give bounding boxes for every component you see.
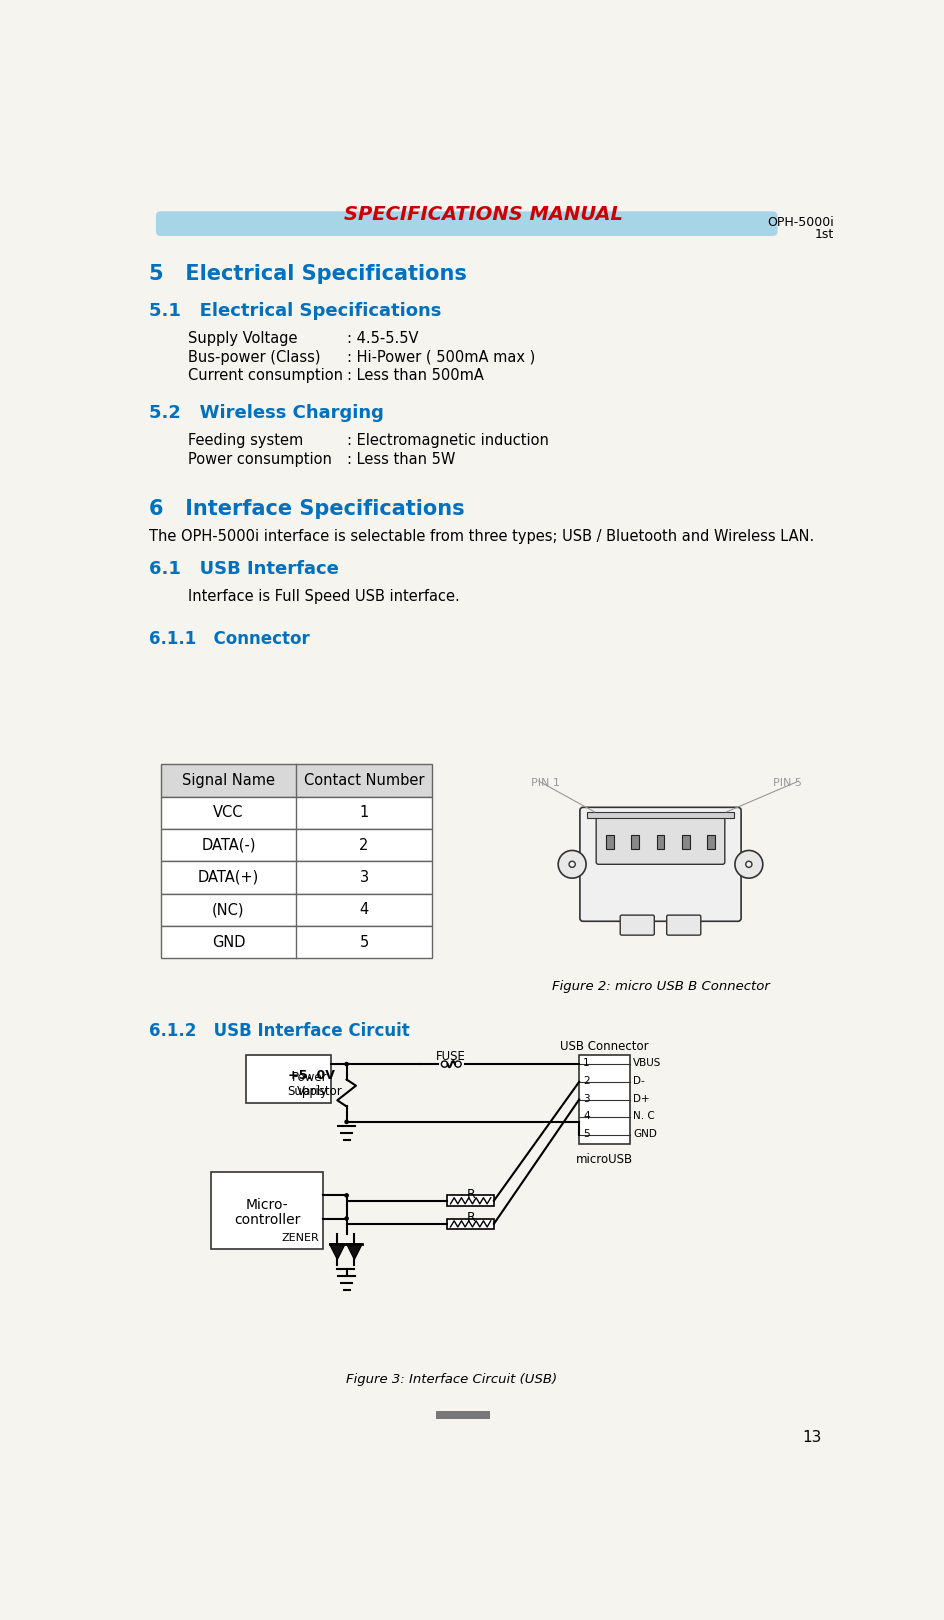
Text: 6.1   USB Interface: 6.1 USB Interface xyxy=(149,561,339,578)
Text: PIN 5: PIN 5 xyxy=(773,778,801,787)
Text: SPECIFICATIONS MANUAL: SPECIFICATIONS MANUAL xyxy=(345,206,623,224)
Bar xyxy=(160,765,431,797)
Text: controller: controller xyxy=(234,1213,300,1226)
Text: Interface is Full Speed USB interface.: Interface is Full Speed USB interface. xyxy=(188,590,460,604)
Bar xyxy=(160,829,431,862)
Text: N. C: N. C xyxy=(633,1111,655,1121)
Bar xyxy=(682,834,689,849)
Text: +5. 0V: +5. 0V xyxy=(289,1069,335,1082)
Text: 13: 13 xyxy=(802,1430,821,1445)
Text: D+: D+ xyxy=(633,1094,650,1103)
FancyBboxPatch shape xyxy=(620,915,654,935)
Text: 1st: 1st xyxy=(815,228,834,241)
Ellipse shape xyxy=(442,1061,447,1068)
Ellipse shape xyxy=(345,1061,349,1066)
Text: USB Connector: USB Connector xyxy=(560,1040,649,1053)
Text: Figure 3: Interface Circuit (USB): Figure 3: Interface Circuit (USB) xyxy=(346,1372,557,1385)
Ellipse shape xyxy=(345,1217,349,1221)
Text: PIN 1: PIN 1 xyxy=(531,778,560,787)
Text: R: R xyxy=(466,1210,475,1223)
FancyBboxPatch shape xyxy=(580,807,741,922)
Text: Supply: Supply xyxy=(287,1084,328,1097)
Text: 6.1.2   USB Interface Circuit: 6.1.2 USB Interface Circuit xyxy=(149,1022,410,1040)
Text: Signal Name: Signal Name xyxy=(182,773,275,787)
Text: DATA(+): DATA(+) xyxy=(198,870,259,885)
Text: : Electromagnetic induction: : Electromagnetic induction xyxy=(346,433,548,449)
Text: microUSB: microUSB xyxy=(576,1153,632,1166)
Bar xyxy=(606,834,614,849)
Text: FUSE: FUSE xyxy=(436,1050,466,1063)
Bar xyxy=(657,834,665,849)
Text: Feeding system: Feeding system xyxy=(188,433,303,449)
Bar xyxy=(587,812,734,818)
Ellipse shape xyxy=(734,850,763,878)
Text: 5   Electrical Specifications: 5 Electrical Specifications xyxy=(149,264,467,284)
Text: Figure 2: micro USB B Connector: Figure 2: micro USB B Connector xyxy=(551,980,769,993)
Bar xyxy=(707,834,715,849)
FancyBboxPatch shape xyxy=(156,211,778,237)
Text: Current consumption: Current consumption xyxy=(188,368,343,384)
Text: The OPH-5000i interface is selectable from three types; USB / Bluetooth and Wire: The OPH-5000i interface is selectable fr… xyxy=(149,530,815,544)
Text: 1: 1 xyxy=(360,805,369,820)
Text: Micro-: Micro- xyxy=(245,1197,289,1212)
Text: : 4.5-5.5V: : 4.5-5.5V xyxy=(346,332,418,347)
Bar xyxy=(632,834,639,849)
Text: 2: 2 xyxy=(360,838,369,852)
Ellipse shape xyxy=(345,1119,349,1124)
Text: OPH-5000i: OPH-5000i xyxy=(767,215,834,228)
Ellipse shape xyxy=(558,850,586,878)
Bar xyxy=(160,894,431,927)
Text: (NC): (NC) xyxy=(212,902,244,917)
Text: 4: 4 xyxy=(583,1111,590,1121)
Text: 5: 5 xyxy=(583,1129,590,1139)
Bar xyxy=(160,927,431,959)
Bar xyxy=(436,1411,490,1419)
Text: D-: D- xyxy=(633,1076,645,1085)
Bar xyxy=(245,1055,331,1103)
Text: : Hi-Power ( 500mA max ): : Hi-Power ( 500mA max ) xyxy=(346,350,535,364)
Text: 5.2   Wireless Charging: 5.2 Wireless Charging xyxy=(149,403,384,421)
Text: Contact Number: Contact Number xyxy=(304,773,424,787)
Bar xyxy=(160,797,431,829)
Bar xyxy=(447,1196,494,1207)
Polygon shape xyxy=(346,1244,362,1259)
Text: 6   Interface Specifications: 6 Interface Specifications xyxy=(149,499,464,518)
Text: 5.1   Electrical Specifications: 5.1 Electrical Specifications xyxy=(149,303,442,321)
Text: 6.1.1   Connector: 6.1.1 Connector xyxy=(149,630,310,648)
Text: Supply Voltage: Supply Voltage xyxy=(188,332,297,347)
Polygon shape xyxy=(329,1244,346,1259)
Ellipse shape xyxy=(345,1192,349,1197)
Text: VBUS: VBUS xyxy=(633,1058,662,1068)
Text: GND: GND xyxy=(211,935,245,949)
Bar xyxy=(160,862,431,894)
Text: : Less than 500mA: : Less than 500mA xyxy=(346,368,483,384)
Text: DATA(-): DATA(-) xyxy=(201,838,256,852)
Text: 1: 1 xyxy=(583,1058,590,1068)
Text: 3: 3 xyxy=(360,870,368,885)
Ellipse shape xyxy=(746,862,752,867)
Bar xyxy=(211,1173,324,1249)
Bar xyxy=(447,1218,494,1230)
Text: Varistor: Varistor xyxy=(297,1084,343,1098)
Text: GND: GND xyxy=(633,1129,657,1139)
Text: 2: 2 xyxy=(583,1076,590,1085)
Text: Bus-power (Class): Bus-power (Class) xyxy=(188,350,320,364)
Text: 3: 3 xyxy=(583,1094,590,1103)
Ellipse shape xyxy=(455,1061,461,1068)
Bar xyxy=(579,1055,630,1144)
Text: ZENER: ZENER xyxy=(281,1233,319,1243)
Text: VCC: VCC xyxy=(213,805,244,820)
Text: : Less than 5W: : Less than 5W xyxy=(346,452,455,467)
Text: R: R xyxy=(466,1187,475,1200)
FancyBboxPatch shape xyxy=(666,915,700,935)
FancyBboxPatch shape xyxy=(597,818,725,865)
Text: Power: Power xyxy=(292,1071,328,1084)
Text: 5: 5 xyxy=(360,935,369,949)
Ellipse shape xyxy=(569,862,575,867)
Text: Power consumption: Power consumption xyxy=(188,452,331,467)
Text: 4: 4 xyxy=(360,902,369,917)
